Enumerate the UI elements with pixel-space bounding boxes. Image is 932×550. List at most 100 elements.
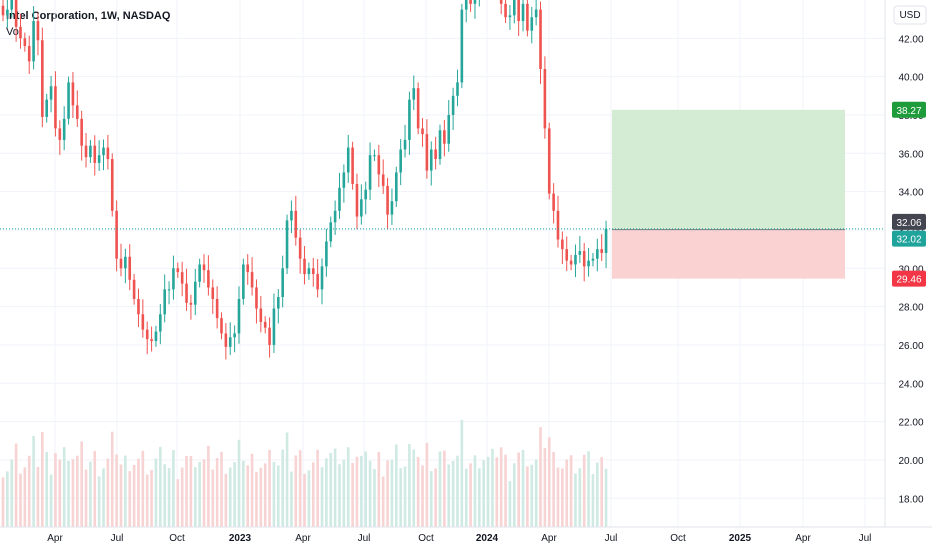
candle-body — [1, 5, 5, 16]
symbol-title[interactable]: Intel Corporation, 1W, NASDAQ — [6, 10, 171, 22]
volume-bar — [456, 455, 459, 527]
candle-body — [438, 130, 442, 160]
candle-body — [412, 88, 416, 100]
volume-bar — [565, 459, 569, 527]
candle-body — [259, 308, 263, 322]
volume-bar — [569, 455, 573, 527]
volume-bar — [381, 476, 385, 527]
candle-body — [447, 114, 451, 144]
volume-bar — [543, 448, 547, 527]
price-axis[interactable]: USD42.0040.0038.0036.0034.0032.0030.0028… — [884, 0, 927, 527]
candle-body — [185, 283, 188, 303]
volume-bar — [587, 451, 590, 527]
target-price-tag-box — [892, 101, 926, 118]
price-tick-label: 20.00 — [898, 456, 923, 467]
volume-bar — [263, 463, 267, 527]
volume-bar — [482, 460, 485, 527]
candle-body — [233, 333, 236, 338]
candle-body — [176, 268, 180, 273]
volume-bar — [298, 450, 302, 527]
candle-body — [530, 17, 534, 31]
volume-bar — [268, 449, 271, 527]
volume-bar — [438, 451, 442, 527]
volume-label[interactable]: Vol — [6, 26, 22, 38]
volume-bar — [421, 465, 424, 527]
candle-body — [71, 82, 75, 106]
volume-bar — [36, 467, 40, 527]
candle-body — [539, 9, 542, 69]
price-tick-label: 26.00 — [898, 341, 923, 352]
candle-body — [255, 287, 258, 309]
candle-body — [587, 260, 590, 267]
candle-body — [89, 145, 92, 158]
candle-body — [569, 260, 573, 265]
volume-bar — [106, 458, 110, 527]
volume-bar — [552, 451, 555, 527]
candle-body — [443, 130, 446, 144]
volume-bar — [93, 450, 97, 527]
candle-body — [27, 45, 31, 62]
volume-bar — [207, 445, 210, 527]
price-tick-label: 34.00 — [898, 188, 923, 199]
last-price-tag: 32.06 — [896, 218, 921, 229]
candle-body — [193, 281, 197, 305]
volume-bar — [604, 468, 608, 527]
candle-body — [416, 88, 420, 129]
volume-bar — [360, 455, 363, 527]
volume-bar — [377, 452, 381, 527]
volume-bar — [307, 470, 311, 527]
volume-bar — [478, 468, 481, 527]
volume-bars — [1, 419, 608, 527]
candle-body — [281, 268, 284, 298]
volume-bar — [150, 470, 153, 527]
candle-body — [325, 241, 328, 267]
volume-bar — [137, 458, 140, 527]
volume-bar — [508, 481, 512, 527]
volume-bar — [504, 454, 507, 527]
candle-body — [6, 9, 9, 16]
volume-bar — [89, 461, 92, 527]
candle-body — [41, 40, 44, 117]
volume-bar — [67, 460, 70, 527]
volume-bar — [329, 453, 333, 527]
candle-body — [128, 256, 132, 280]
volume-bar — [172, 450, 175, 527]
volume-bar — [228, 467, 232, 527]
candle-body — [10, 0, 14, 10]
candlestick-series[interactable] — [1, 0, 608, 360]
candle-body — [360, 199, 363, 217]
time-axis[interactable]: Apr Jul Oct 2023 Apr Jul Oct 2024 Apr Jul Oct 2025 A… — [0, 526, 932, 544]
candle-body — [604, 228, 608, 253]
candle-body — [290, 210, 293, 221]
volume-bar — [399, 468, 402, 527]
volume-bar — [54, 453, 57, 527]
time-tick-label: Apr — [295, 533, 311, 544]
candle-body — [355, 183, 359, 217]
candle-body — [565, 249, 569, 261]
candle-body — [578, 251, 582, 255]
volume-bar — [84, 469, 88, 527]
volume-bar — [237, 439, 241, 527]
price-tick-label: 42.00 — [898, 34, 923, 45]
volume-bar — [547, 437, 551, 527]
volume-bar — [368, 460, 372, 527]
candle-body — [547, 128, 551, 194]
volume-bar — [259, 467, 263, 527]
volume-bar — [373, 469, 376, 527]
time-tick-label: Jul — [605, 533, 618, 544]
candle-body — [512, 0, 516, 16]
candle-body — [19, 26, 22, 39]
candle-body — [342, 172, 346, 188]
candle-body — [163, 289, 166, 315]
price-tags: 38.27 32.06 32.02 29.46 — [892, 101, 926, 287]
candle-body — [460, 9, 464, 83]
volume-bar — [110, 431, 114, 527]
volume-bar — [211, 469, 215, 527]
volume-bar — [464, 468, 468, 527]
volume-bar — [62, 447, 66, 527]
candle-body — [198, 264, 201, 282]
time-tick-label: Oct — [418, 533, 434, 544]
long-position-tool[interactable] — [612, 109, 845, 279]
candle-body — [49, 86, 53, 100]
